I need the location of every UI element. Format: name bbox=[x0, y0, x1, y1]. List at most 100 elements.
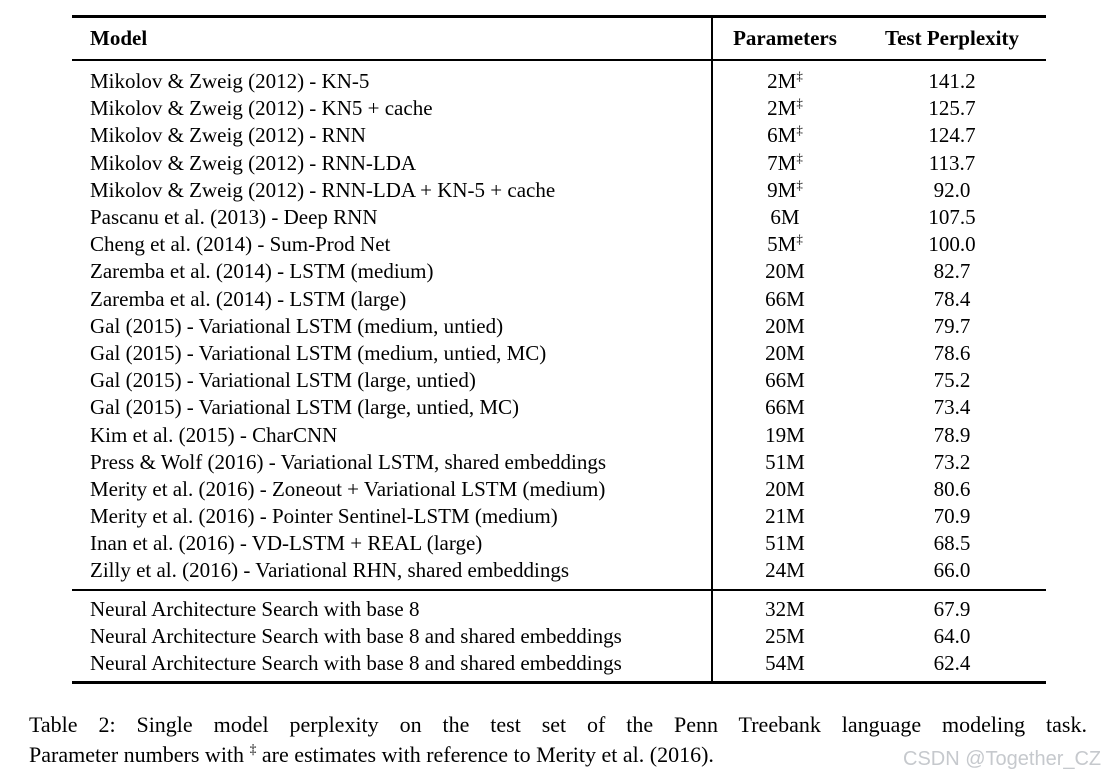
perplexity-cell: 62.4 bbox=[933, 651, 971, 676]
perplexity-cell: 125.7 bbox=[928, 96, 976, 121]
parameters-cell: 25M bbox=[765, 623, 805, 648]
model-cell: Press & Wolf (2016) - Variational LSTM, … bbox=[90, 449, 607, 474]
parameters-cell: 6M‡ bbox=[767, 122, 803, 148]
parameters-cell: 20M bbox=[765, 476, 805, 501]
parameters-cell: 66M bbox=[765, 368, 805, 393]
table-row: Mikolov & Zweig (2012) - KN5 + cache 2M‡ 1… bbox=[72, 95, 1046, 122]
header-rule bbox=[72, 59, 1046, 61]
parameters-cell: 19M bbox=[765, 422, 805, 447]
table-row: Inan et al. (2016) - VD-LSTM + REAL (lar… bbox=[72, 530, 1046, 557]
parameters-cell: 9M‡ bbox=[767, 176, 803, 202]
perplexity-cell: 107.5 bbox=[928, 205, 976, 230]
perplexity-cell: 113.7 bbox=[928, 150, 976, 175]
model-cell: Merity et al. (2016) - Pointer Sentinel-… bbox=[90, 504, 558, 529]
caption-line2-prefix: Parameter numbers with bbox=[29, 741, 250, 767]
perplexity-cell: 64.0 bbox=[933, 623, 971, 648]
perplexity-cell: 79.7 bbox=[933, 313, 971, 338]
perplexity-cell: 80.6 bbox=[933, 476, 971, 501]
double-dagger-icon: ‡ bbox=[796, 149, 803, 165]
table-row: Mikolov & Zweig (2012) - KN-5 2M‡ 141.2 bbox=[72, 68, 1046, 95]
model-cell: Neural Architecture Search with base 8 a… bbox=[90, 623, 622, 648]
column-header-model: Model bbox=[90, 26, 148, 50]
table-row: Mikolov & Zweig (2012) - RNN 6M‡ 124.7 bbox=[72, 122, 1046, 149]
model-cell: Gal (2015) - Variational LSTM (large, un… bbox=[90, 368, 476, 393]
csdn-watermark: CSDN @Together_CZ bbox=[903, 748, 1102, 770]
model-cell: Zaremba et al. (2014) - LSTM (large) bbox=[90, 286, 407, 311]
model-cell: Gal (2015) - Variational LSTM (large, un… bbox=[90, 395, 520, 420]
parameters-cell: 54M bbox=[765, 651, 805, 676]
table-row: Gal (2015) - Variational LSTM (large, un… bbox=[72, 367, 1046, 394]
parameters-cell: 51M bbox=[765, 449, 805, 474]
perplexity-cell: 141.2 bbox=[928, 69, 976, 94]
table-caption: Table 2: Single model perplexity on the … bbox=[29, 710, 1087, 769]
table-row: Cheng et al. (2014) - Sum-Prod Net 5M‡ 100… bbox=[72, 231, 1046, 258]
parameters-cell: 24M bbox=[765, 558, 805, 583]
table-row: Gal (2015) - Variational LSTM (medium, u… bbox=[72, 313, 1046, 340]
parameters-cell: 6M bbox=[770, 205, 800, 230]
double-dagger-icon: ‡ bbox=[796, 176, 803, 192]
section-divider-rule bbox=[72, 588, 1046, 591]
table-row: Press & Wolf (2016) - Variational LSTM, … bbox=[72, 449, 1046, 476]
perplexity-cell: 68.5 bbox=[933, 531, 971, 556]
table-row: Mikolov & Zweig (2012) - RNN-LDA 7M‡ 113.7 bbox=[72, 150, 1046, 177]
table-row: Zaremba et al. (2014) - LSTM (medium) 20M… bbox=[72, 258, 1046, 285]
results-table: Model Parameters Test Perplexity Mikolov… bbox=[72, 15, 1046, 685]
perplexity-cell: 67.9 bbox=[933, 596, 971, 621]
perplexity-cell: 100.0 bbox=[928, 232, 976, 257]
model-cell: Gal (2015) - Variational LSTM (medium, u… bbox=[90, 340, 547, 365]
model-cell: Neural Architecture Search with base 8 a… bbox=[90, 651, 622, 676]
table-row: Neural Architecture Search with base 8 a… bbox=[72, 650, 1046, 677]
perplexity-cell: 124.7 bbox=[928, 123, 976, 148]
model-cell: Pascanu et al. (2013) - Deep RNN bbox=[90, 205, 378, 230]
double-dagger-icon: ‡ bbox=[249, 741, 257, 757]
table-section-nas-results: Neural Architecture Search with base 8 32… bbox=[72, 591, 1046, 682]
perplexity-cell: 66.0 bbox=[933, 558, 971, 583]
parameters-cell: 7M‡ bbox=[767, 149, 803, 175]
perplexity-cell: 73.4 bbox=[933, 395, 971, 420]
model-cell: Merity et al. (2016) - Zoneout + Variati… bbox=[90, 476, 606, 501]
parameters-cell: 66M bbox=[765, 286, 805, 311]
table-row: Kim et al. (2015) - CharCNN 19M 78.9 bbox=[72, 421, 1046, 448]
model-cell: Mikolov & Zweig (2012) - RNN bbox=[90, 123, 366, 148]
parameters-cell: 2M‡ bbox=[767, 95, 803, 121]
model-cell: Inan et al. (2016) - VD-LSTM + REAL (lar… bbox=[90, 531, 483, 556]
table-row: Merity et al. (2016) - Pointer Sentinel-… bbox=[72, 503, 1046, 530]
table-row: Zaremba et al. (2014) - LSTM (large) 66M 7… bbox=[72, 286, 1046, 313]
table-row: Mikolov & Zweig (2012) - RNN-LDA + KN-5 … bbox=[72, 177, 1046, 204]
perplexity-cell: 78.6 bbox=[933, 340, 971, 365]
perplexity-cell: 75.2 bbox=[933, 368, 971, 393]
caption-line2-suffix: are estimates with reference to Merity e… bbox=[256, 741, 714, 767]
table-row: Zilly et al. (2016) - Variational RHN, s… bbox=[72, 557, 1046, 584]
table-row: Merity et al. (2016) - Zoneout + Variati… bbox=[72, 476, 1046, 503]
perplexity-cell: 78.9 bbox=[933, 422, 971, 447]
perplexity-cell: 73.2 bbox=[933, 449, 971, 474]
parameters-cell: 2M‡ bbox=[767, 68, 803, 94]
column-divider-rule bbox=[711, 18, 713, 682]
parameters-cell: 32M bbox=[765, 596, 805, 621]
model-cell: Mikolov & Zweig (2012) - RNN-LDA bbox=[90, 150, 417, 175]
model-cell: Zaremba et al. (2014) - LSTM (medium) bbox=[90, 259, 434, 284]
table-section-prior-work: Mikolov & Zweig (2012) - KN-5 2M‡ 141.2 Mik… bbox=[72, 61, 1046, 589]
model-cell: Kim et al. (2015) - CharCNN bbox=[90, 422, 338, 447]
caption-line-1: Table 2: Single model perplexity on the … bbox=[29, 712, 1087, 737]
caption-line-2: Parameter numbers with ‡ are estimates w… bbox=[29, 740, 1087, 770]
parameters-cell: 51M bbox=[765, 531, 805, 556]
column-header-parameters: Parameters bbox=[733, 26, 837, 50]
parameters-cell: 21M bbox=[765, 504, 805, 529]
parameters-cell: 20M bbox=[765, 313, 805, 338]
table-row: Neural Architecture Search with base 8 32… bbox=[72, 596, 1046, 623]
double-dagger-icon: ‡ bbox=[796, 122, 803, 138]
table-row: Gal (2015) - Variational LSTM (large, un… bbox=[72, 394, 1046, 421]
parameters-cell: 5M‡ bbox=[767, 231, 803, 257]
model-cell: Mikolov & Zweig (2012) - KN5 + cache bbox=[90, 96, 433, 121]
column-header-test-perplexity: Test Perplexity bbox=[885, 26, 1019, 50]
perplexity-cell: 92.0 bbox=[933, 177, 971, 202]
model-cell: Neural Architecture Search with base 8 bbox=[90, 596, 420, 621]
double-dagger-icon: ‡ bbox=[796, 68, 803, 84]
parameters-cell: 20M bbox=[765, 340, 805, 365]
perplexity-cell: 70.9 bbox=[933, 504, 971, 529]
double-dagger-icon: ‡ bbox=[796, 231, 803, 247]
perplexity-cell: 82.7 bbox=[933, 259, 971, 284]
model-cell: Zilly et al. (2016) - Variational RHN, s… bbox=[90, 558, 570, 583]
